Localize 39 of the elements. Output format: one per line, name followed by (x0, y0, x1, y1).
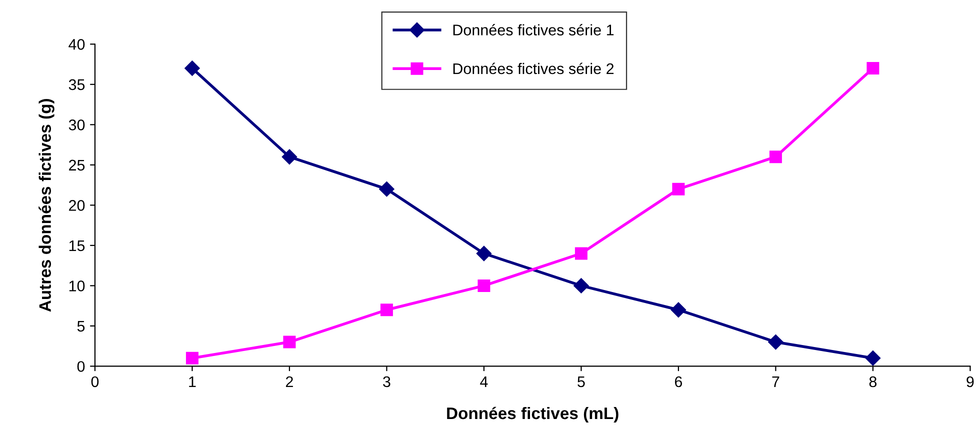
x-tick-label: 2 (286, 376, 293, 387)
point (866, 62, 880, 75)
y-tick-label: 5 (77, 320, 85, 332)
y-tick-label: 40 (68, 39, 85, 50)
point (184, 60, 200, 76)
y-tick-label: 35 (68, 79, 85, 90)
x-tick-label: 5 (578, 376, 585, 388)
point (670, 302, 686, 318)
x-axis-title: Données fictives (mL) (447, 406, 618, 423)
x-tick-label: 4 (480, 376, 488, 387)
point (672, 182, 685, 196)
point (282, 149, 298, 164)
y-tick-label: 10 (69, 280, 85, 292)
x-tick-label: 8 (869, 376, 877, 388)
x-tick-label: 0 (91, 376, 99, 388)
y-axis-title: Autres données fictives (g) (38, 99, 54, 312)
x-tick-label: 6 (674, 376, 682, 388)
y-tick-label: 20 (69, 200, 85, 211)
point (476, 246, 492, 262)
point (478, 279, 490, 292)
legend-label: Données fictives série 1 (453, 24, 614, 36)
x-tick-label: 7 (772, 376, 780, 387)
legend-label: Données fictives série 2 (453, 62, 614, 74)
y-tick-label: 30 (68, 120, 85, 130)
point (574, 247, 588, 260)
point (380, 304, 393, 316)
point (186, 352, 198, 364)
point (283, 336, 296, 348)
x-tick-label: 3 (383, 376, 390, 388)
y-tick-label: 15 (69, 240, 85, 252)
x-tick-label: 9 (966, 376, 974, 388)
point (574, 278, 589, 294)
point (768, 334, 784, 350)
point (769, 150, 782, 164)
x-tick-label: 1 (189, 376, 196, 387)
y-tick-label: 25 (69, 160, 85, 171)
point (865, 350, 881, 366)
point (379, 182, 394, 197)
y-tick-label: 0 (77, 361, 85, 372)
